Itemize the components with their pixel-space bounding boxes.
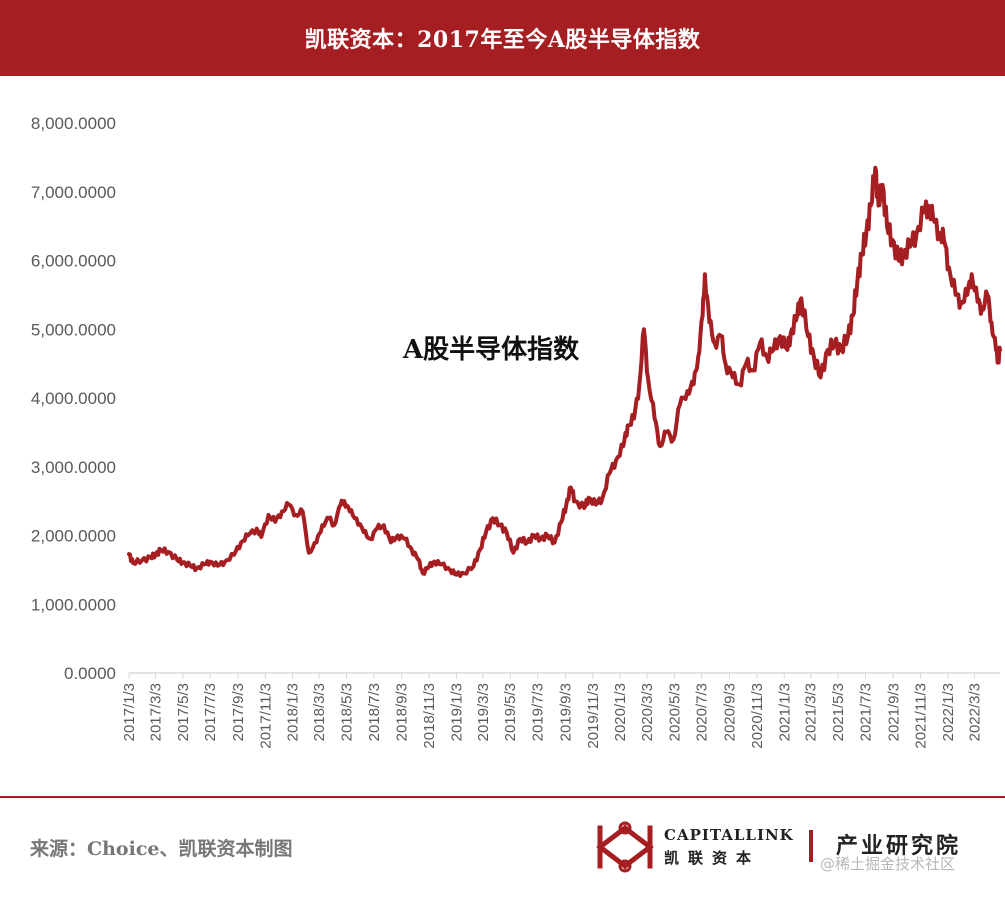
x-tick-label: 2020/3/3 [639, 683, 656, 741]
x-tick-label: 2019/7/3 [530, 683, 547, 741]
x-tick-label: 2019/5/3 [502, 683, 519, 741]
x-tick-label: 2019/1/3 [448, 683, 465, 741]
brand-name-cn: 凯联资本 [664, 849, 761, 867]
x-tick-label: 2018/5/3 [339, 683, 356, 741]
x-tick-label: 2022/1/3 [940, 683, 957, 741]
y-tick-label: 4,000.0000 [31, 389, 116, 408]
x-tick-label: 2019/3/3 [475, 683, 492, 741]
watermark: @稀土掘金技术社区 [820, 855, 956, 873]
x-tick-label: 2017/5/3 [175, 683, 192, 741]
x-tick-label: 2018/11/3 [421, 683, 438, 749]
x-tick-label: 2021/1/3 [776, 683, 793, 741]
x-tick-label: 2017/7/3 [202, 683, 219, 741]
footer-divider [0, 796, 1005, 798]
y-tick-label: 8,000.0000 [31, 114, 116, 133]
x-tick-label: 2017/3/3 [147, 683, 164, 741]
x-tick-label: 2021/9/3 [885, 683, 902, 741]
x-tick-label: 2019/9/3 [557, 683, 574, 741]
brand-name-en: CAPITALLINK [664, 826, 794, 844]
x-tick-label: 2020/1/3 [612, 683, 629, 741]
footer-separator [809, 830, 813, 862]
y-tick-label: 1,000.0000 [31, 595, 116, 614]
line-chart: 0.0000 1,000.0000 2,000.0000 3,000.0000 4,00… [31, 114, 1002, 749]
series-annotation: A股半导体指数 [402, 335, 580, 365]
y-tick-label: 5,000.0000 [31, 320, 116, 339]
x-tick-label: 2017/1/3 [121, 683, 138, 741]
chart-title: 凯联资本：2017年至今A股半导体指数 [304, 27, 701, 53]
x-tick-label: 2021/3/3 [803, 683, 820, 741]
x-tick-label: 2017/9/3 [230, 683, 247, 741]
x-tick-label: 2021/5/3 [830, 683, 847, 741]
x-tick-label: 2019/11/3 [585, 683, 602, 749]
x-tick-label: 2018/1/3 [285, 683, 302, 741]
capitallink-logo-icon [596, 821, 654, 873]
x-tick-label: 2018/3/3 [311, 683, 328, 741]
chart-header: 凯联资本：2017年至今A股半导体指数 [0, 0, 1005, 76]
x-tick-label: 2021/7/3 [857, 683, 874, 741]
y-tick-label: 7,000.0000 [31, 183, 116, 202]
x-tick-label: 2018/9/3 [394, 683, 411, 741]
x-tick-label: 2021/11/3 [913, 683, 930, 749]
y-tick-label: 2,000.0000 [31, 527, 116, 546]
x-tick-label: 2020/7/3 [694, 683, 711, 741]
y-tick-label: 6,000.0000 [31, 252, 116, 271]
series-line [127, 165, 1002, 578]
x-tick-label: 2020/5/3 [666, 683, 683, 741]
x-tick-label: 2017/11/3 [257, 683, 274, 749]
y-tick-label: 3,000.0000 [31, 458, 116, 477]
x-tick-label: 2018/7/3 [366, 683, 383, 741]
x-tick-label: 2022/3/3 [966, 683, 983, 741]
source-note: 来源：Choice、凯联资本制图 [30, 838, 293, 860]
x-tick-label: 2020/11/3 [749, 683, 766, 749]
institute-name: 产业研究院 [836, 833, 962, 859]
x-tick-label: 2020/9/3 [722, 683, 739, 741]
y-tick-label: 0.0000 [64, 664, 116, 683]
